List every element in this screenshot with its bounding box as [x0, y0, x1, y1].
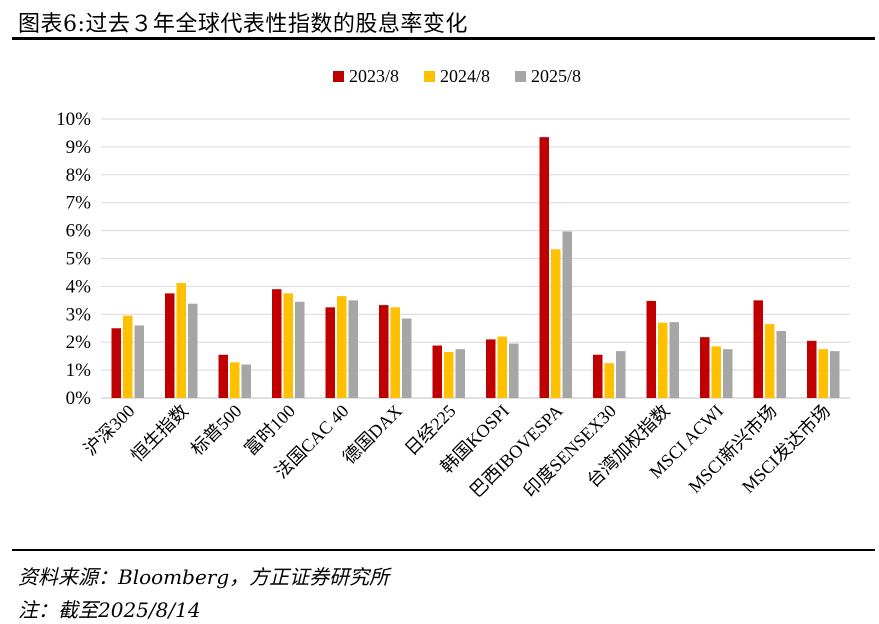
footer-divider: [12, 549, 875, 551]
y-tick-label: 1%: [66, 360, 92, 381]
bar: [807, 340, 817, 398]
chart-title: 图表6:过去３年全球代表性指数的股息率变化: [18, 12, 468, 37]
bar: [723, 349, 733, 398]
bar: [402, 318, 412, 398]
chart-legend: 2023/8 2024/8 2025/8: [333, 66, 581, 86]
x-tick-label: 德国DAX: [339, 401, 406, 468]
bar: [830, 351, 840, 398]
chart-gridlines: [101, 118, 850, 371]
bar: [562, 231, 572, 398]
bar: [165, 293, 175, 398]
bar: [765, 324, 775, 398]
bar: [176, 283, 186, 398]
y-tick-label: 2%: [66, 332, 92, 353]
y-tick-label: 0%: [66, 388, 92, 409]
bar: [390, 307, 400, 398]
legend-swatch: [424, 71, 435, 82]
legend-label: 2024/8: [440, 66, 490, 86]
bar: [669, 322, 679, 398]
bar: [230, 362, 240, 398]
bar: [325, 307, 335, 398]
bar: [497, 336, 507, 398]
bar: [551, 249, 561, 398]
bar: [604, 363, 614, 398]
bar: [348, 300, 358, 398]
y-tick-label: 3%: [66, 304, 92, 325]
y-tick-label: 4%: [66, 276, 92, 297]
bar: [444, 351, 454, 398]
bar: [753, 300, 763, 398]
title-divider: [12, 37, 875, 40]
bar: [616, 351, 626, 398]
bar: [241, 364, 251, 398]
bar: [486, 339, 496, 398]
bar: [646, 300, 656, 398]
y-tick-label: 9%: [66, 137, 92, 158]
y-tick-label: 5%: [66, 249, 92, 270]
y-tick-label: 6%: [66, 221, 92, 242]
bar: [593, 354, 603, 398]
x-tick-label: 印度SENSEX30: [520, 401, 620, 501]
y-tick-label: 8%: [66, 165, 92, 186]
x-tick-label: 巴西IBOVESPA: [466, 401, 567, 502]
y-tick-label: 7%: [66, 193, 92, 214]
legend-label: 2023/8: [349, 66, 399, 86]
y-tick-label: 10%: [56, 109, 91, 130]
bar: [218, 354, 228, 398]
bar: [700, 337, 710, 398]
bar: [432, 345, 442, 398]
bar: [283, 293, 293, 398]
legend-swatch: [515, 71, 526, 82]
bar: [658, 322, 668, 398]
bar: [455, 349, 465, 398]
bar: [123, 315, 133, 398]
bar: [111, 328, 121, 398]
legend-swatch: [333, 71, 344, 82]
bar: [337, 296, 347, 398]
bar: [272, 289, 282, 398]
legend-label: 2025/8: [531, 66, 581, 86]
bar: [188, 303, 198, 398]
date-note: 注：截至2025/8/14: [18, 598, 201, 622]
chart-bars: [111, 137, 840, 398]
bar: [818, 349, 828, 398]
source-note: 资料来源：Bloomberg，方正证券研究所: [18, 565, 390, 589]
x-tick-label: 恒生指数: [127, 401, 192, 466]
bar: [539, 137, 549, 398]
bar: [711, 346, 721, 398]
bar: [379, 305, 389, 398]
bar: [295, 301, 305, 398]
bar: [776, 331, 786, 398]
bar: [509, 343, 519, 398]
x-tick-label: 标普500: [187, 401, 246, 460]
bar-chart: 2023/8 2024/8 2025/8 0% 1% 2% 3% 4% 5% 6% 7% 8% 9% 1…: [56, 66, 850, 502]
bar: [134, 325, 144, 398]
